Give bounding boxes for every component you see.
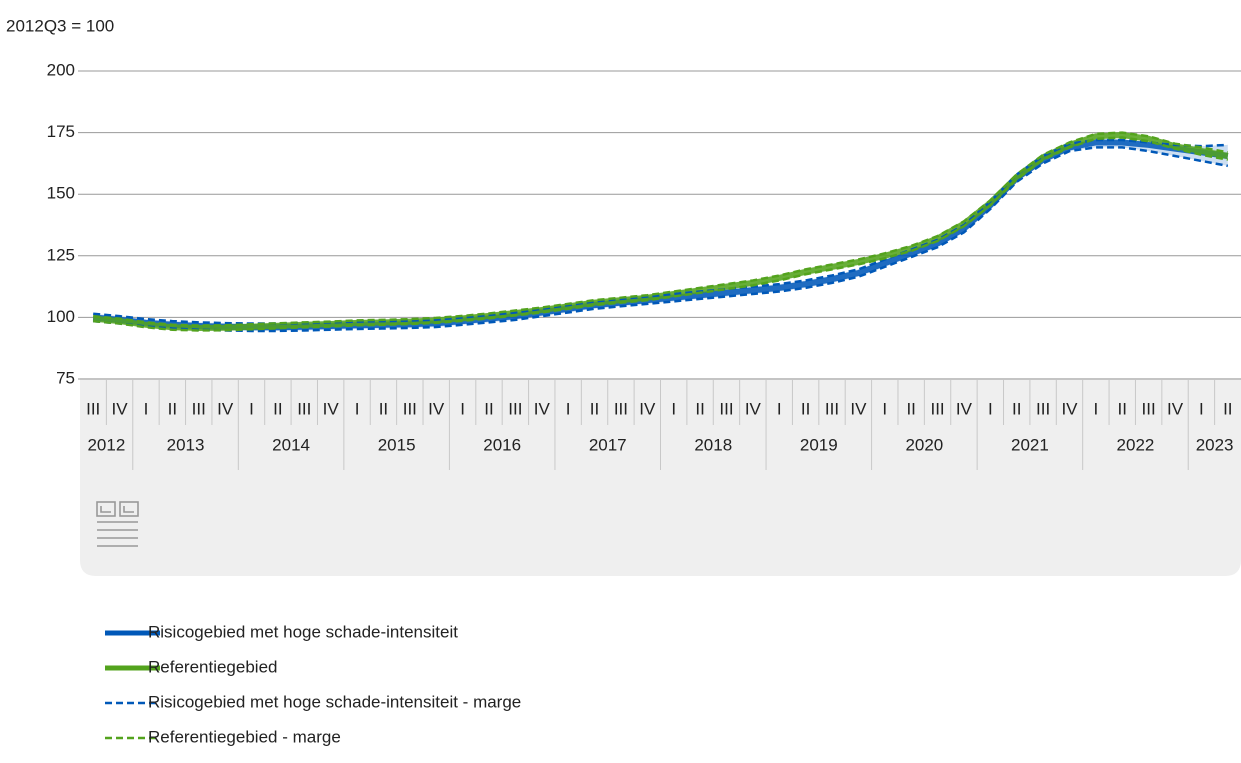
x-tick-label: III [1036, 399, 1050, 418]
x-tick-label: I [144, 399, 149, 418]
x-tick-label: I [355, 399, 360, 418]
y-tick-label: 150 [47, 184, 75, 203]
year-label: 2023 [1196, 435, 1234, 454]
year-label: 2013 [167, 435, 205, 454]
year-label: 2021 [1011, 435, 1049, 454]
x-tick-label: IV [639, 399, 656, 418]
x-tick-label: III [1142, 399, 1156, 418]
x-tick-label: III [508, 399, 522, 418]
x-tick-label: I [566, 399, 571, 418]
year-label: 2022 [1117, 435, 1155, 454]
x-tick-label: II [273, 399, 282, 418]
x-tick-label: II [590, 399, 599, 418]
x-tick-label: IV [1061, 399, 1078, 418]
margin-line [93, 131, 1229, 327]
x-tick-label: II [379, 399, 388, 418]
x-tick-label: III [930, 399, 944, 418]
y-tick-label: 200 [47, 60, 75, 79]
x-tick-label: I [1199, 399, 1204, 418]
axis-panel [80, 378, 1241, 576]
x-tick-label: III [825, 399, 839, 418]
x-tick-label: I [777, 399, 782, 418]
y-tick-label: 125 [47, 245, 75, 264]
x-tick-label: II [484, 399, 493, 418]
x-tick-label: III [614, 399, 628, 418]
x-tick-label: IV [428, 399, 445, 418]
series-line [92, 139, 1229, 331]
legend-label: Risicogebied met hoge schade-intensiteit… [148, 692, 521, 711]
legend-label: Referentiegebied [148, 657, 277, 676]
y-tick-label: 75 [56, 368, 75, 387]
x-tick-label: II [1118, 399, 1127, 418]
x-tick-label: III [86, 399, 100, 418]
x-tick-label: I [671, 399, 676, 418]
x-tick-label: I [988, 399, 993, 418]
x-tick-label: IV [323, 399, 340, 418]
x-tick-label: II [906, 399, 915, 418]
legend-label: Referentiegebied - marge [148, 727, 341, 746]
margin-band [93, 139, 1228, 331]
x-tick-label: I [882, 399, 887, 418]
x-tick-label: IV [745, 399, 762, 418]
y-tick-label: 100 [47, 307, 75, 326]
x-tick-label: III [719, 399, 733, 418]
year-label: 2014 [272, 435, 310, 454]
x-tick-label: II [695, 399, 704, 418]
x-tick-label: I [460, 399, 465, 418]
x-tick-label: IV [850, 399, 867, 418]
year-label: 2015 [378, 435, 416, 454]
x-tick-label: III [403, 399, 417, 418]
y-tick-label: 175 [47, 122, 75, 141]
x-tick-label: II [1012, 399, 1021, 418]
x-tick-label: IV [112, 399, 129, 418]
margin-line [93, 136, 1229, 332]
year-label: 2018 [694, 435, 732, 454]
year-label: 2019 [800, 435, 838, 454]
y-axis-label: 2012Q3 = 100 [6, 16, 114, 35]
x-tick-label: IV [534, 399, 551, 418]
x-tick-label: I [1094, 399, 1099, 418]
x-tick-label: I [249, 399, 254, 418]
margin-line [93, 146, 1229, 333]
year-label: 2016 [483, 435, 521, 454]
x-tick-label: IV [1167, 399, 1184, 418]
logo [96, 501, 139, 547]
year-label: 2012 [87, 435, 125, 454]
x-tick-label: II [168, 399, 177, 418]
x-tick-label: II [1223, 399, 1232, 418]
year-label: 2020 [905, 435, 943, 454]
year-label: 2017 [589, 435, 627, 454]
x-tick-label: IV [217, 399, 234, 418]
x-tick-label: II [801, 399, 810, 418]
x-tick-label: III [297, 399, 311, 418]
legend-label: Risicogebied met hoge schade-intensiteit [148, 622, 458, 641]
x-tick-label: III [192, 399, 206, 418]
x-tick-label: IV [956, 399, 973, 418]
